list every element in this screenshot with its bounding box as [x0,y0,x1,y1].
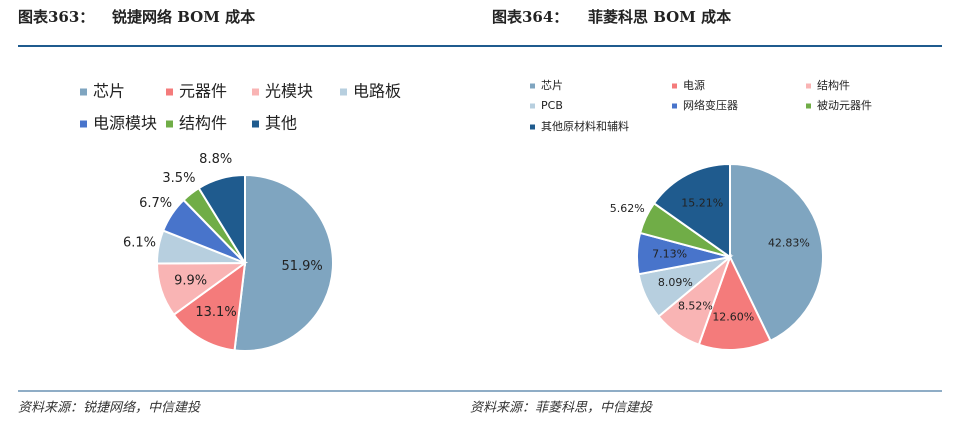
pie-slice [697,254,772,351]
data-label: 8.8% [199,152,232,167]
source: 资料来源：锐捷网络，中信建投 [18,400,201,416]
data-label: 5.62% [610,202,645,215]
legend-label: PCB [541,99,563,112]
legend-swatch [340,88,347,96]
legend-swatch [166,88,173,96]
legend-swatch [80,120,87,128]
pie-slice [729,162,824,343]
pie-slice [652,162,731,259]
legend-label: 电路板 [353,82,401,101]
legend-swatch [672,103,677,109]
legend-swatch [530,124,535,130]
data-label: 8.52% [678,300,713,313]
legend-swatch [530,83,535,89]
data-label: 8.09% [658,276,693,289]
legend-label: 光模块 [265,82,313,101]
legend-label: 结构件 [817,78,850,92]
data-label: 9.9% [174,273,207,288]
legend-swatch [672,83,677,89]
legend-label: 电源模块 [93,114,157,133]
pie-slice [197,173,246,267]
pie-slice [172,260,247,352]
data-label: 12.60% [712,310,754,323]
legend-label: 芯片 [541,78,563,92]
legend-swatch [806,83,811,89]
data-label: 42.83% [768,236,810,249]
legend-swatch [252,120,259,128]
legend-label: 其他 [265,114,297,133]
pie-slice [233,173,334,352]
legend-swatch [252,88,259,96]
figure-label: 图表363： [18,8,94,26]
data-label: 51.9% [281,259,322,274]
legend-label: 元器件 [179,82,227,101]
data-label: 6.7% [139,196,172,211]
data-label: 3.5% [162,171,195,186]
legend-swatch [530,103,535,109]
legend-label: 电源 [683,78,705,92]
legend-label: 其他原材料和辅料 [541,119,629,133]
legend-label: 网络变压器 [683,98,738,112]
source: 资料来源：菲菱科思，中信建投 [470,401,653,416]
chart-title: 菲菱科思 BOM 成本 [588,8,731,26]
legend-label: 芯片 [93,82,125,101]
figure-label: 图表364： [492,8,568,26]
data-label: 7.13% [652,248,687,261]
data-label: 6.1% [123,236,156,251]
data-label: 13.1% [195,305,236,320]
chart-title: 锐捷网络 BOM 成本 [112,8,255,26]
legend-label: 结构件 [179,114,227,133]
legend-swatch [806,103,811,109]
legend-label: 被动元器件 [817,99,872,112]
data-label: 15.21% [681,196,723,209]
legend-swatch [166,120,173,128]
legend-swatch [80,88,87,96]
